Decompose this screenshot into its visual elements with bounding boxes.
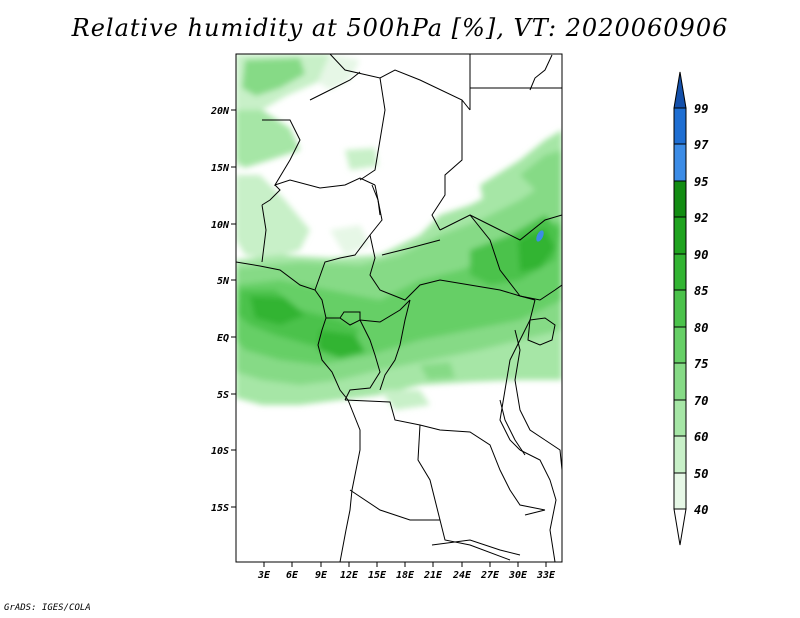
country-borders	[236, 54, 562, 562]
colorbar-label-97: 97	[694, 138, 709, 152]
lon-label-18e: 18E	[396, 570, 415, 581]
credit-text: GrADS: IGES/COLA	[4, 603, 91, 613]
lat-label-eq: EQ	[217, 333, 229, 344]
lat-label-20n: 20N	[210, 106, 230, 117]
colorbar-bin-85-90	[673, 253, 687, 291]
colorbar-bin-70-75	[673, 362, 687, 401]
lat-label-15n: 15N	[211, 163, 230, 174]
lon-label-15e: 15E	[368, 570, 387, 581]
colorbar-bin-40-50	[673, 472, 687, 510]
colorbar-bin-50-60	[673, 435, 687, 474]
colorbar-label-85: 85	[694, 284, 708, 298]
colorbar-label-80: 80	[694, 321, 708, 335]
lon-ticks	[263, 562, 547, 567]
map-frame	[235, 53, 563, 563]
lat-label-5n: 5N	[217, 276, 230, 287]
lat-ticks	[231, 109, 236, 508]
lon-label-21e: 21E	[423, 570, 443, 581]
lon-label-30e: 30E	[508, 570, 528, 581]
colorbar-label-92: 92	[694, 211, 708, 225]
lon-label-6e: 6E	[286, 570, 299, 581]
colorbar-label-60: 60	[694, 430, 708, 444]
colorbar-bin-80-85	[673, 289, 687, 328]
lon-label-9e: 9E	[315, 570, 328, 581]
colorbar-arrow-top	[673, 71, 687, 109]
colorbar	[673, 71, 687, 546]
lat-label-5s: 5S	[217, 390, 229, 401]
colorbar-bin-60-70	[673, 399, 687, 437]
lon-label-24e: 24E	[452, 570, 472, 581]
colorbar-bin-90-92	[673, 216, 687, 255]
colorbar-label-40: 40	[694, 503, 708, 517]
lon-label-27e: 27E	[480, 570, 500, 581]
lon-label-33e: 33E	[536, 570, 556, 581]
lat-label-15s: 15S	[211, 503, 229, 514]
colorbar-label-70: 70	[694, 394, 708, 408]
colorbar-bin-97-99	[673, 107, 687, 145]
colorbar-bin-75-80	[673, 326, 687, 364]
lon-label-3e: 3E	[257, 570, 271, 581]
colorbar-label-99: 99	[694, 102, 708, 116]
colorbar-label-90: 90	[694, 248, 708, 262]
colorbar-bin-95-97	[673, 143, 687, 182]
chart-title: Relative humidity at 500hPa [%], VT: 202…	[71, 14, 729, 42]
lat-label-10s: 10S	[211, 446, 229, 457]
colorbar-label-95: 95	[694, 175, 708, 189]
lat-label-10n: 10N	[211, 220, 230, 231]
colorbar-label-50: 50	[694, 467, 708, 481]
colorbar-bin-92-95	[673, 180, 687, 218]
colorbar-label-75: 75	[694, 357, 708, 371]
lon-label-12e: 12E	[340, 570, 359, 581]
humidity-field	[236, 54, 562, 410]
colorbar-arrow-bottom	[673, 508, 687, 546]
